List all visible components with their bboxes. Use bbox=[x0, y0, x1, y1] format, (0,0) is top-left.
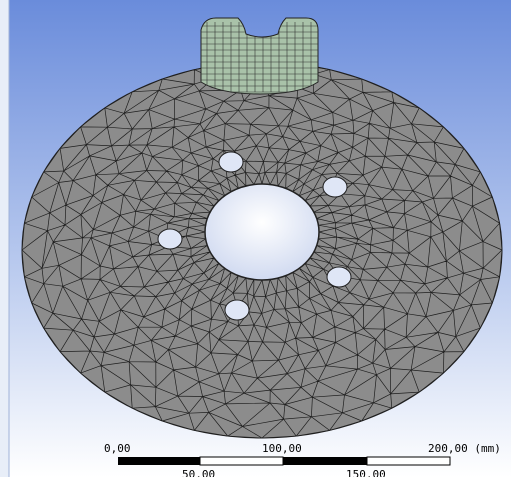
scale-segment bbox=[200, 457, 283, 465]
bolt-hole bbox=[219, 152, 243, 172]
viewport: 0,00 100,00 200,00 (mm) 50,00 150,00 bbox=[0, 0, 511, 477]
left-border bbox=[0, 0, 9, 477]
scale-label: 100,00 bbox=[262, 442, 302, 455]
scale-label: 50,00 bbox=[182, 468, 215, 477]
center-hole bbox=[205, 184, 319, 280]
bolt-hole bbox=[327, 267, 351, 287]
scale-segment bbox=[367, 457, 450, 465]
bolt-hole bbox=[158, 229, 182, 249]
scale-label: 200,00 (mm) bbox=[428, 442, 501, 455]
scale-segment bbox=[283, 457, 367, 465]
scale-label: 0,00 bbox=[104, 442, 131, 455]
bolt-hole bbox=[323, 177, 347, 197]
bolt-hole bbox=[225, 300, 249, 320]
page: 0,00 100,00 200,00 (mm) 50,00 150,00 (()… bbox=[0, 0, 511, 477]
scale-segment bbox=[118, 457, 200, 465]
scale-label: 150,00 bbox=[346, 468, 386, 477]
